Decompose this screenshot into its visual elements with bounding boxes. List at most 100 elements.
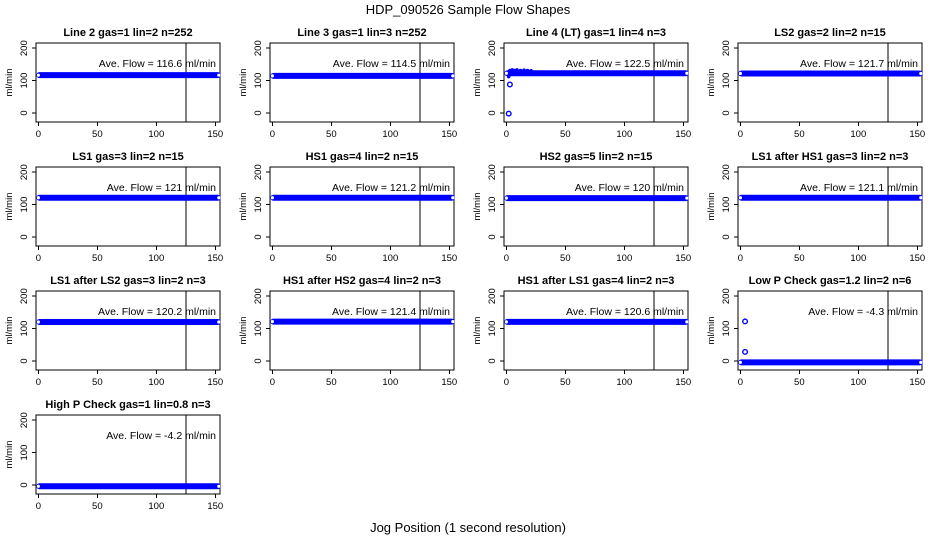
ave-flow-annotation: Ave. Flow = 120.2 ml/min [98,306,216,318]
outlier-point [742,348,749,355]
band-endcap-right [685,71,689,75]
y-tick-label: 200 [19,412,30,428]
x-tick-label: 150 [909,377,925,388]
band-endcap-right [451,74,455,78]
ave-flow-annotation: Ave. Flow = 114.5 ml/min [333,58,450,70]
y-tick-label: 100 [253,321,264,337]
y-tick-label: 100 [721,197,732,213]
scatter-point [522,68,526,72]
x-tick-label: 100 [616,129,632,140]
band-endcap-left [738,360,742,364]
x-tick-label: 0 [36,129,41,140]
x-tick-label: 100 [850,253,866,264]
panel-plot: Low P Check gas=1.2 lin=2 n=6 0 50 100 150 0 1… [706,275,925,388]
plot-box [269,42,455,123]
band-endcap-right [217,196,221,200]
y-tick-label: 100 [19,445,30,461]
band-endcap-left [504,71,508,75]
x-tick-label: 50 [92,377,103,388]
panel-title: HS2 gas=5 lin=2 n=15 [540,151,653,163]
y-axis-unit-label: ml/min [238,193,249,221]
ave-flow-annotation: Ave. Flow = 121.1 ml/min [800,182,918,194]
y-tick-label: 200 [253,288,264,304]
y-tick-label: 200 [721,288,732,304]
panel-title: HS1 after LS1 gas=4 lin=2 n=3 [518,275,675,287]
panel-plot: LS1 after LS2 gas=3 lin=2 n=3 0 50 100 150 0 1… [4,275,223,388]
flow-panel: High P Check gas=1 lin=0.8 n=3 0 50 100 150 0… [0,392,234,516]
y-tick-label: 0 [487,110,498,115]
y-tick-label: 200 [253,164,264,180]
y-axis-unit-label: ml/min [238,317,249,345]
outlier-point [742,318,749,325]
x-tick-label: 50 [92,253,103,264]
y-tick-label: 200 [253,40,264,56]
x-tick-label: 50 [326,253,337,264]
y-axis-unit-label: ml/min [4,193,15,221]
x-axis-label: Jog Position (1 second resolution) [370,520,566,535]
y-tick-label: 100 [487,321,498,337]
band-endcap-right [217,484,221,488]
band-endcap-right [685,196,689,200]
scatter-point [506,74,511,79]
x-tick-label: 0 [504,377,509,388]
band-endcap-right [685,320,689,324]
x-tick-label: 150 [675,253,691,264]
panel-plot: High P Check gas=1 lin=0.8 n=3 0 50 100 150 0… [4,399,223,512]
y-axis-unit-label: ml/min [706,317,717,345]
y-tick-label: 0 [721,358,732,363]
ave-flow-annotation: Ave. Flow = 121.2 ml/min [332,182,450,194]
panel-plot: HS1 gas=4 lin=2 n=15 0 50 100 150 0 100 200 ml/m… [238,151,457,264]
flow-panel: HS1 after LS1 gas=4 lin=2 n=3 0 50 100 150 0 1… [468,268,702,392]
x-tick-label: 0 [36,377,41,388]
y-axis-unit-label: ml/min [4,69,15,97]
x-tick-label: 150 [441,253,457,264]
flow-band [270,318,455,325]
panel-plot: Line 2 gas=1 lin=2 n=252 0 50 100 150 0 100 200… [4,27,223,140]
flow-band [504,70,689,77]
page-title: HDP_090526 Sample Flow Shapes [365,2,571,17]
outlier-point [505,110,512,117]
y-tick-label: 0 [721,234,732,239]
flow-panel: LS1 after HS1 gas=3 lin=2 n=3 0 50 100 150 0 1… [702,144,936,268]
x-tick-label: 150 [441,129,457,140]
band-endcap-left [270,74,274,78]
x-tick-label: 150 [909,129,925,140]
x-tick-label: 0 [738,129,743,140]
x-tick-label: 0 [36,253,41,264]
panel-plot: Line 4 (LT) gas=1 lin=4 n=3 0 50 100 150 0 100… [472,27,691,140]
band-endcap-right [451,196,455,200]
x-tick-label: 0 [36,501,41,512]
y-tick-label: 0 [487,358,498,363]
x-tick-label: 100 [382,253,398,264]
panel-title: Line 3 gas=1 lin=3 n=252 [297,27,426,39]
y-tick-label: 0 [19,110,30,115]
y-tick-label: 200 [487,288,498,304]
band-endcap-right [217,320,221,324]
y-tick-label: 200 [721,164,732,180]
plot-box [503,42,689,123]
y-tick-label: 0 [721,110,732,115]
plot-box [737,42,923,123]
x-tick-label: 0 [270,253,275,264]
x-tick-label: 50 [560,377,571,388]
panel-plot: LS1 after HS1 gas=3 lin=2 n=3 0 50 100 150 0 1… [706,151,925,264]
y-axis-unit-label: ml/min [706,193,717,221]
x-tick-label: 50 [92,501,103,512]
x-tick-label: 100 [850,377,866,388]
panel-title: Line 2 gas=1 lin=2 n=252 [63,27,192,39]
scatter-point [525,68,530,73]
x-tick-label: 50 [326,377,337,388]
plot-box [503,290,689,371]
y-tick-label: 200 [19,164,30,180]
plot-box [737,290,923,371]
y-tick-label: 100 [721,321,732,337]
y-tick-label: 0 [19,234,30,239]
flow-band [36,72,221,79]
y-tick-label: 0 [19,358,30,363]
flow-panel: LS1 after LS2 gas=3 lin=2 n=3 0 50 100 150 0 1… [0,268,234,392]
panel-title: Low P Check gas=1.2 lin=2 n=6 [749,275,912,287]
band-endcap-left [270,320,274,324]
plot-box [503,166,689,247]
y-tick-label: 100 [19,73,30,89]
panel-title: HS1 after HS2 gas=4 lin=2 n=3 [283,275,441,287]
